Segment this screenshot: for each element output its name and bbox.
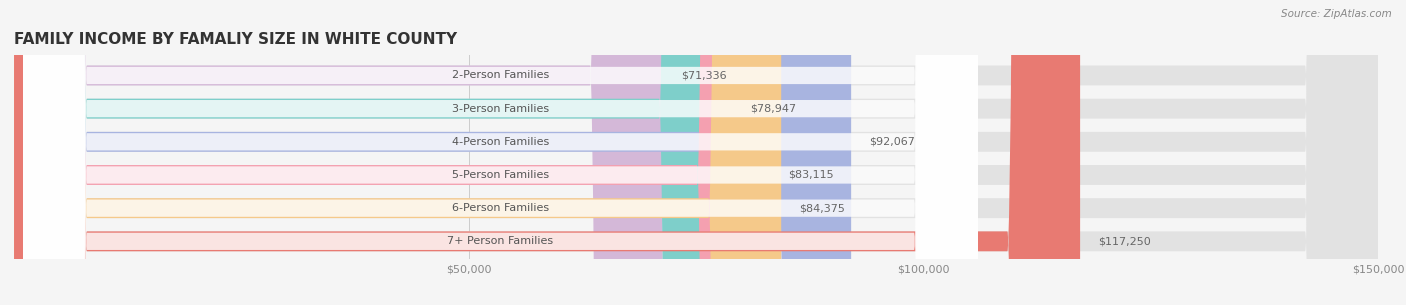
FancyBboxPatch shape xyxy=(14,0,733,305)
FancyBboxPatch shape xyxy=(14,0,1080,305)
Text: $78,947: $78,947 xyxy=(749,104,796,114)
Text: FAMILY INCOME BY FAMALIY SIZE IN WHITE COUNTY: FAMILY INCOME BY FAMALIY SIZE IN WHITE C… xyxy=(14,32,457,47)
Text: $83,115: $83,115 xyxy=(787,170,834,180)
Text: $117,250: $117,250 xyxy=(1098,236,1152,246)
FancyBboxPatch shape xyxy=(22,0,977,305)
Text: 3-Person Families: 3-Person Families xyxy=(451,104,550,114)
FancyBboxPatch shape xyxy=(14,0,662,305)
FancyBboxPatch shape xyxy=(14,0,782,305)
FancyBboxPatch shape xyxy=(14,0,851,305)
FancyBboxPatch shape xyxy=(14,0,1378,305)
FancyBboxPatch shape xyxy=(14,0,769,305)
FancyBboxPatch shape xyxy=(14,0,1378,305)
Text: Source: ZipAtlas.com: Source: ZipAtlas.com xyxy=(1281,9,1392,19)
Text: $84,375: $84,375 xyxy=(800,203,845,213)
FancyBboxPatch shape xyxy=(22,0,977,305)
Text: $71,336: $71,336 xyxy=(681,70,727,81)
FancyBboxPatch shape xyxy=(22,0,977,305)
FancyBboxPatch shape xyxy=(14,0,1378,305)
FancyBboxPatch shape xyxy=(14,0,1378,305)
Text: 7+ Person Families: 7+ Person Families xyxy=(447,236,554,246)
FancyBboxPatch shape xyxy=(14,0,1378,305)
FancyBboxPatch shape xyxy=(22,0,977,305)
Text: $92,067: $92,067 xyxy=(869,137,915,147)
FancyBboxPatch shape xyxy=(22,0,977,305)
FancyBboxPatch shape xyxy=(14,0,1378,305)
Text: 6-Person Families: 6-Person Families xyxy=(451,203,550,213)
FancyBboxPatch shape xyxy=(22,0,977,305)
Text: 2-Person Families: 2-Person Families xyxy=(451,70,550,81)
Text: 5-Person Families: 5-Person Families xyxy=(451,170,550,180)
Text: 4-Person Families: 4-Person Families xyxy=(451,137,550,147)
